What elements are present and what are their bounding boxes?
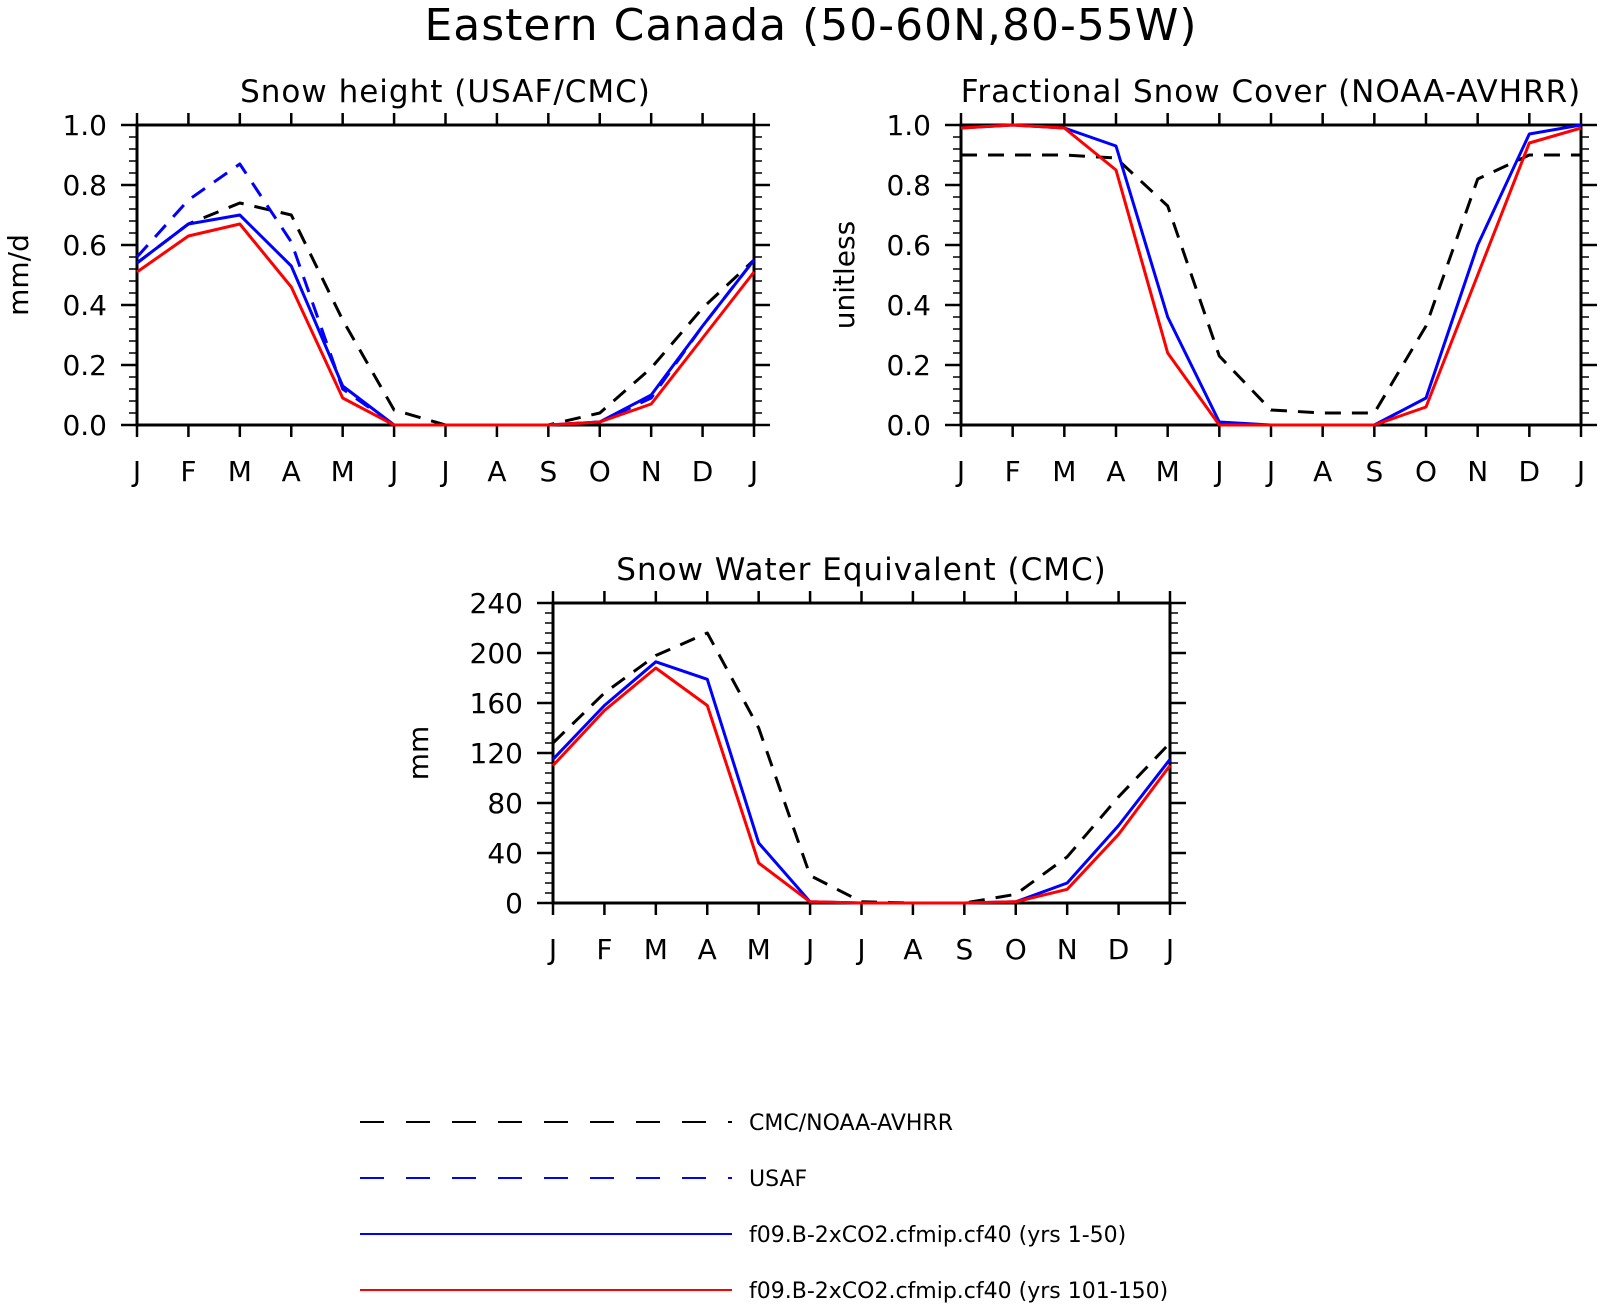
x-tick-label: A bbox=[1313, 455, 1332, 488]
y-axis-label: unitless bbox=[828, 221, 861, 329]
y-tick-label: 0.4 bbox=[886, 289, 931, 322]
y-axis-label: mm/d bbox=[2, 234, 35, 316]
chart-panel-1: Snow height (USAF/CMC)J F M A M J J A S O N D J0.00.… bbox=[2, 74, 770, 488]
x-tick-label: J bbox=[1164, 933, 1174, 966]
chart-panel-2: Fractional Snow Cover (NOAA-AVHRR)J F M A M J… bbox=[828, 74, 1597, 488]
y-tick-label: 0.0 bbox=[886, 409, 931, 442]
y-tick-label: 120 bbox=[470, 737, 523, 770]
series-line-2 bbox=[135, 162, 756, 427]
y-tick-label: 80 bbox=[487, 787, 523, 820]
x-tick-label: M bbox=[1052, 455, 1076, 488]
x-tick-label: F bbox=[1005, 455, 1021, 488]
x-tick-label: O bbox=[1005, 933, 1027, 966]
series-line-3 bbox=[960, 123, 1582, 427]
x-tick-label: O bbox=[589, 455, 611, 488]
y-tick-label: 0.6 bbox=[886, 229, 931, 262]
x-tick-label: D bbox=[1519, 455, 1541, 488]
series-line-3 bbox=[551, 666, 1172, 905]
x-tick-label: D bbox=[1108, 933, 1130, 966]
x-tick-label: N bbox=[1467, 455, 1488, 488]
x-tick-label: J bbox=[439, 455, 449, 488]
x-tick-label: D bbox=[692, 455, 714, 488]
legend: CMC/NOAA-AVHRR USAF f09.B-2xCO2.cfmip.cf40… bbox=[360, 1111, 1168, 1304]
x-tick-label: J bbox=[1575, 455, 1585, 488]
y-tick-label: 0.8 bbox=[62, 169, 107, 202]
y-tick-label: 160 bbox=[470, 687, 523, 720]
x-tick-label: S bbox=[1365, 455, 1383, 488]
x-tick-label: M bbox=[331, 455, 355, 488]
x-tick-label: J bbox=[804, 933, 814, 966]
x-tick-label: J bbox=[748, 455, 758, 488]
x-tick-label: S bbox=[539, 455, 557, 488]
panel-title: Snow Water Equivalent (CMC) bbox=[616, 552, 1106, 588]
series-line-3 bbox=[136, 213, 756, 427]
y-tick-label: 0.8 bbox=[886, 169, 931, 202]
series-line-2 bbox=[960, 123, 1582, 427]
y-tick-label: 40 bbox=[487, 837, 523, 870]
x-tick-label: A bbox=[1106, 455, 1125, 488]
y-tick-label: 240 bbox=[470, 587, 523, 620]
x-tick-label: O bbox=[1415, 455, 1437, 488]
x-tick-label: A bbox=[903, 933, 922, 966]
x-tick-label: J bbox=[855, 933, 865, 966]
x-tick-label: S bbox=[955, 933, 973, 966]
x-tick-label: J bbox=[1265, 455, 1275, 488]
x-tick-label: F bbox=[180, 455, 196, 488]
x-tick-label: J bbox=[547, 933, 557, 966]
legend-label-2: USAF bbox=[749, 1167, 807, 1192]
y-tick-label: 0 bbox=[505, 887, 523, 920]
y-axis-label: mm bbox=[402, 726, 435, 781]
plot-frame bbox=[551, 601, 1172, 905]
series-line-1 bbox=[961, 153, 1581, 415]
y-tick-label: 1.0 bbox=[886, 109, 931, 142]
x-tick-label: A bbox=[698, 933, 717, 966]
y-tick-label: 0.4 bbox=[62, 289, 107, 322]
y-tick-label: 0.2 bbox=[886, 349, 931, 382]
series-line-4 bbox=[136, 222, 756, 427]
legend-label-1: CMC/NOAA-AVHRR bbox=[749, 1111, 953, 1136]
x-tick-label: J bbox=[388, 455, 398, 488]
panel-title: Fractional Snow Cover (NOAA-AVHRR) bbox=[961, 74, 1582, 110]
legend-label-3: f09.B-2xCO2.cfmip.cf40 (yrs 1-50) bbox=[749, 1223, 1126, 1248]
chart-panel-3: Snow Water Equivalent (CMC)J F M A M J J A S O N D J… bbox=[402, 552, 1186, 966]
x-tick-label: N bbox=[641, 455, 662, 488]
x-tick-label: J bbox=[1213, 455, 1223, 488]
y-tick-label: 200 bbox=[470, 637, 523, 670]
y-tick-label: 1.0 bbox=[62, 109, 107, 142]
chart-panels: Snow height (USAF/CMC)J F M A M J J A S O N D J0.00.… bbox=[2, 74, 1597, 966]
legend-label-4: f09.B-2xCO2.cfmip.cf40 (yrs 101-150) bbox=[749, 1279, 1168, 1304]
x-tick-label: M bbox=[644, 933, 668, 966]
series-line-1 bbox=[551, 631, 1172, 905]
x-tick-label: N bbox=[1057, 933, 1078, 966]
x-tick-label: M bbox=[1156, 455, 1180, 488]
y-tick-label: 0.6 bbox=[62, 229, 107, 262]
panel-title: Snow height (USAF/CMC) bbox=[240, 74, 651, 110]
series-line-2 bbox=[551, 660, 1172, 905]
plot-frame bbox=[959, 123, 1583, 427]
x-tick-label: M bbox=[228, 455, 252, 488]
figure-title: Eastern Canada (50-60N,80-55W) bbox=[424, 0, 1197, 51]
x-tick-label: J bbox=[131, 455, 141, 488]
x-tick-label: F bbox=[596, 933, 612, 966]
x-tick-label: M bbox=[747, 933, 771, 966]
y-tick-label: 0.0 bbox=[62, 409, 107, 442]
x-tick-label: A bbox=[282, 455, 301, 488]
y-tick-label: 0.2 bbox=[62, 349, 107, 382]
x-tick-label: A bbox=[487, 455, 506, 488]
x-tick-label: J bbox=[955, 455, 965, 488]
